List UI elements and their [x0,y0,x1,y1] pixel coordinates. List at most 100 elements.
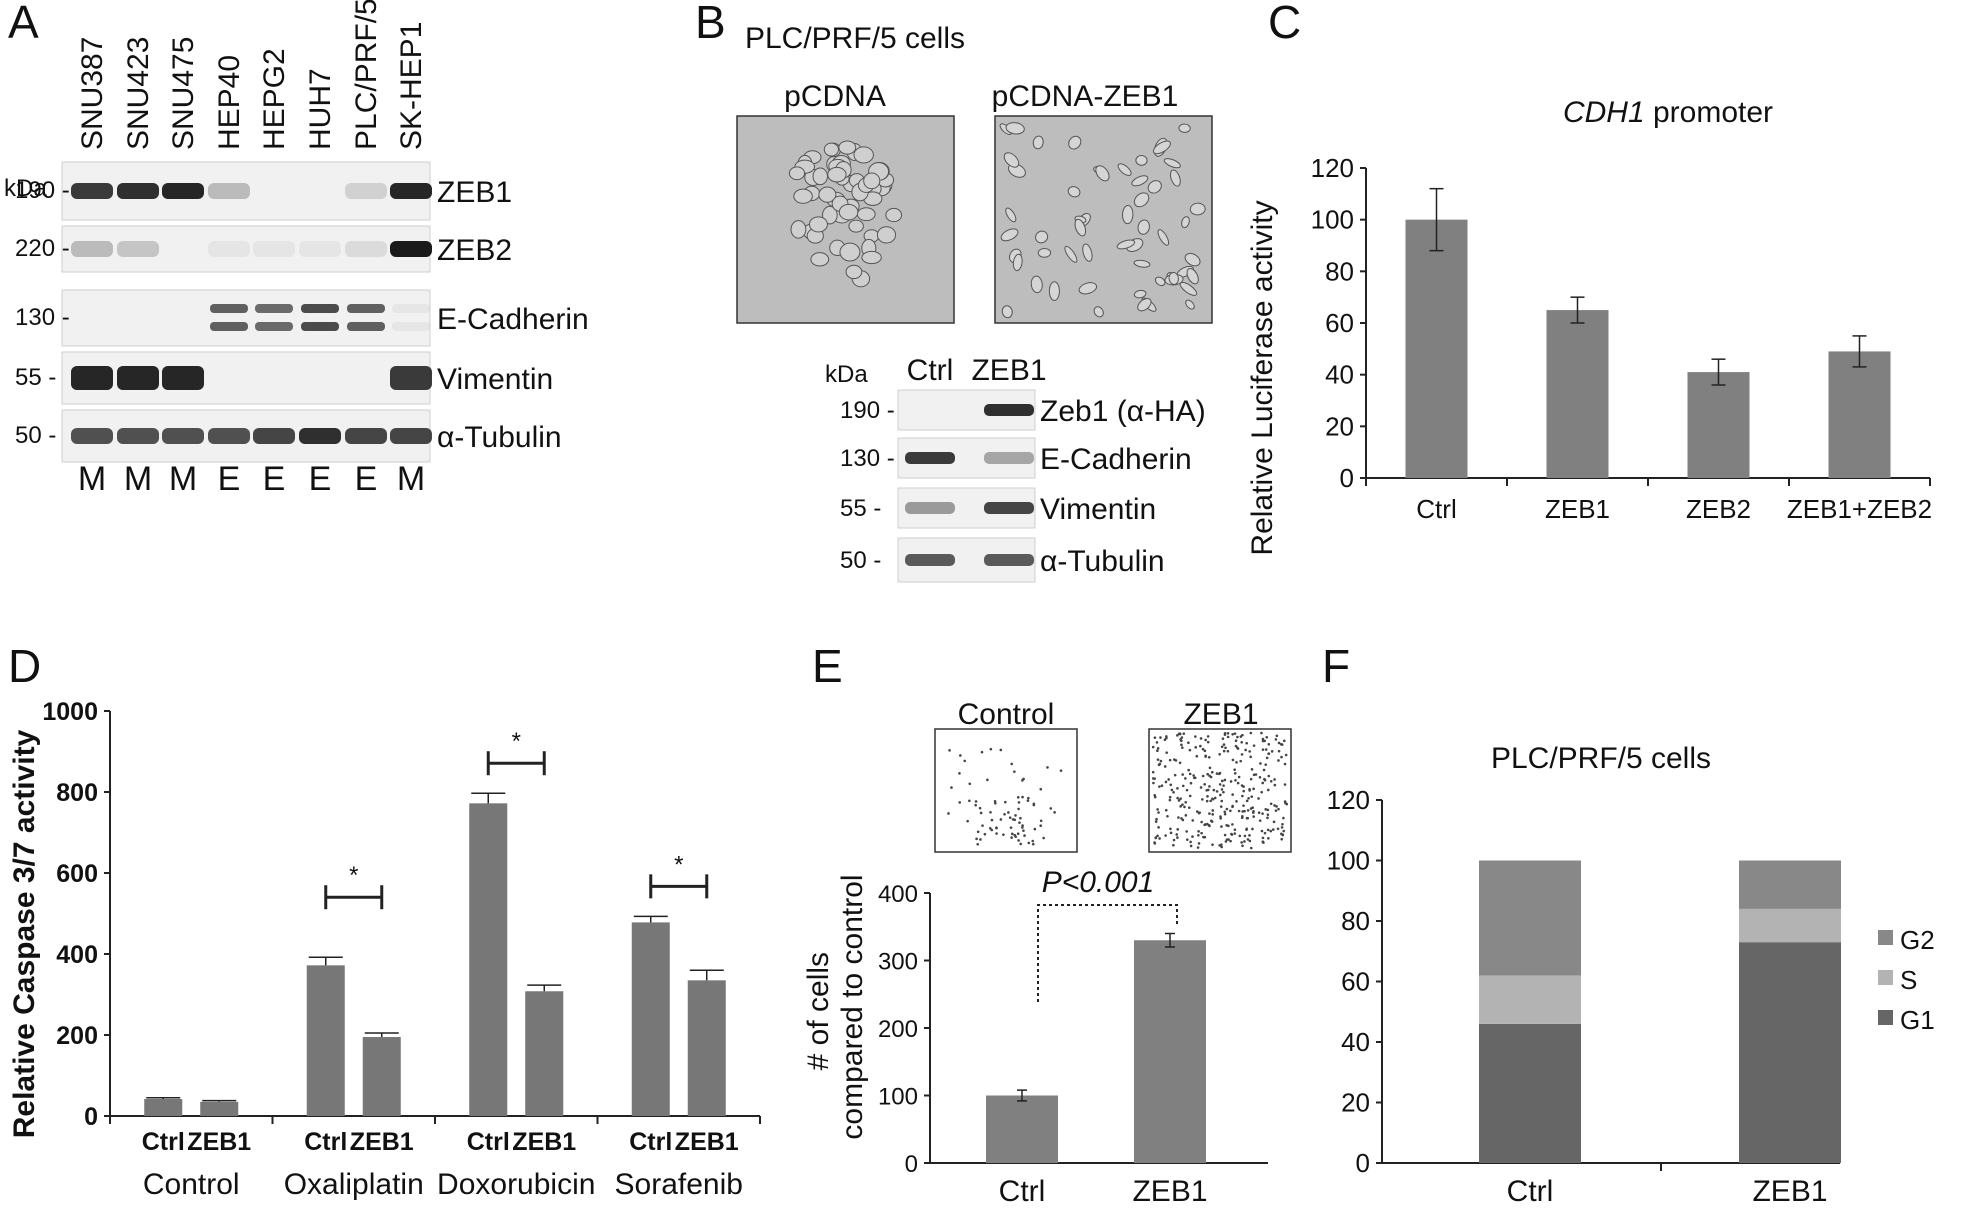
cell-dot [1176,828,1180,831]
cell [1068,135,1082,150]
cell-dot [1156,749,1159,753]
cell-dot [959,754,962,757]
cell [793,188,813,204]
band-zeb1-3 [208,183,250,199]
cell-dot [1220,788,1224,791]
cell-dot [1261,737,1265,741]
cell-dot [1059,769,1063,772]
cell-dot [1181,773,1184,776]
cell-dot [1206,740,1210,744]
panel-a: A kDa SNU387 SNU423 SNU475 HEP40 HEPG2 HUH7 PL… [4,0,589,498]
d-series-label-sorafenib-zeb1: ZEB1 [675,1128,739,1156]
cell-dot [1188,772,1192,776]
cell-dot [1159,759,1163,763]
cell-dot [1277,749,1281,753]
cell [1152,140,1171,155]
cell-dot [1016,832,1020,836]
cell-dot [978,806,982,810]
cell-dot [1202,835,1205,839]
cell-dot [1156,808,1159,811]
panel-b: B PLC/PRF/5 cells pCDNA pCDNA-ZEB1 kDa C… [695,0,1213,583]
cell-dot [1280,837,1284,841]
cell-dot [1223,833,1227,837]
cell [1095,165,1110,182]
cell-dot [950,786,953,789]
cell-dot [1282,829,1286,833]
cell-dot [1233,732,1237,735]
band-tubulin-5 [299,428,341,444]
cell [1181,216,1190,229]
panel-e-image-label-control: Control [958,698,1055,731]
d-y-tick-label: 0 [84,1103,98,1131]
cell [790,220,807,239]
cell-dot [1245,741,1248,745]
cell-dot [1209,819,1213,823]
cell-dot [1007,811,1010,814]
cell-dot [1169,831,1173,835]
cell-dot [1173,773,1177,777]
cell-dot [1222,784,1225,787]
cell-dot [1280,755,1283,759]
cell-dot [1261,739,1265,743]
cell-dot [1204,823,1207,826]
cell-dot [1208,785,1211,788]
cell-dot [1246,816,1250,820]
cell-dot [1231,732,1234,736]
cell [1137,219,1150,235]
panel-b-kda-label: kDa [825,361,868,388]
cell-dot [1275,734,1279,738]
cell [838,203,859,221]
panel-c-chart: 0 20 40 60 80 100 120 Ctrl ZEB1 ZEB2 ZEB1+ZEB2 [1311,153,1933,524]
cell-dot [1249,846,1253,850]
kda-marker-e-cadherin: 130 - [15,304,70,331]
cell-dot [1176,734,1179,737]
cell-dot [1274,738,1278,741]
d-category-label-control: Control [143,1168,240,1201]
band-vimentin-7 [390,366,432,390]
cell-dot [1283,762,1287,766]
f-bar-zeb1-s [1739,908,1841,943]
cell-dot [1197,834,1200,837]
cell-dot [1156,758,1160,761]
c-x-tick-label-zeb1-zeb2: ZEB1+ZEB2 [1787,494,1932,524]
cell-dot [1231,804,1234,808]
cell-dot [1267,742,1271,746]
cell [1030,275,1043,294]
lane-label-hep40: HEP40 [213,55,246,150]
cell [1163,158,1181,169]
d-series-label-oxaliplatin-zeb1: ZEB1 [350,1128,414,1156]
band-zeb2-4 [253,241,295,257]
cell-dot [1203,749,1207,753]
cell-dot [1233,768,1236,771]
cell-dot [1244,748,1247,752]
cell-dot [1152,781,1155,785]
cell [1189,202,1206,216]
cell [1093,306,1104,318]
blot-label-b-tubulin: α-Tubulin [1040,545,1165,578]
cell-dot [1234,739,1238,743]
cell-dot [1240,753,1244,756]
band-zeb2-5 [299,241,341,257]
cell-dot [1193,776,1196,780]
cell-dot [1240,784,1244,787]
cell-dot [1223,812,1227,816]
c-y-tick-label: 80 [1325,256,1354,286]
kda-marker-b-vimentin: 55 - [840,495,881,522]
cell-dot [958,801,962,804]
band-tubulin-7 [390,428,432,444]
cell [848,219,864,233]
cell-dot [1231,758,1235,762]
band-vimentin-0 [71,366,113,390]
cell-dot [1188,748,1192,752]
cell [1032,135,1044,150]
blot-label-tubulin: α-Tubulin [437,421,562,454]
invasion-image-control-cells [947,747,1063,846]
cell-dot [1284,753,1288,757]
cell-dot [1264,808,1268,811]
cell-dot [1262,768,1266,772]
cell-dot [1187,741,1190,744]
band-e-cadherin-4-lower [255,322,293,331]
cell-dot [1267,774,1271,778]
cell-dot [1156,747,1160,750]
cell-dot [1257,811,1261,814]
